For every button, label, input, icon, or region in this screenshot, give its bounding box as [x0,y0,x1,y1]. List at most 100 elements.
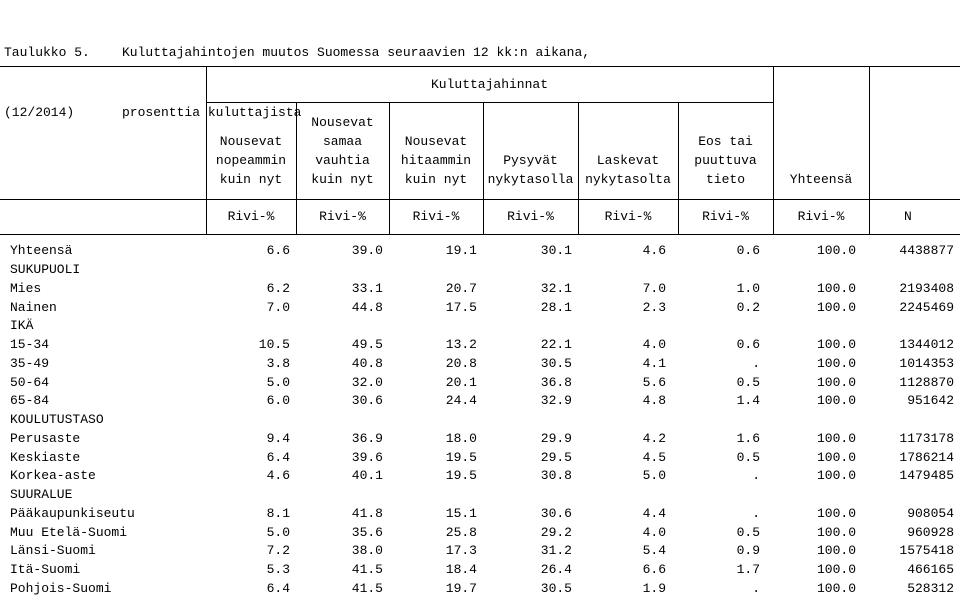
table-cell: 49.5 [351,337,383,353]
table-cell: 39.0 [351,243,383,259]
table-cell: 5.0 [642,468,666,484]
table-row: SUURALUE [0,486,960,505]
table-row: Keskiaste 6.4 39.6 19.5 29.5 4.5 0.5 100.0 17862… [0,448,960,467]
header-top-rule [0,66,960,67]
table-cell: 0.9 [736,543,760,559]
table-cell: 4438877 [899,243,954,259]
table-row: SUKUPUOLI [0,261,960,280]
unit-label: Rivi-% [507,209,554,224]
table-cell: 2.3 [642,299,666,315]
table-number: Taulukko 5. [4,45,90,60]
table-cell [389,261,483,280]
table-row: 50-64 5.0 32.0 20.1 36.8 5.6 0.5 100.0 1128870 [0,373,960,392]
table-cell: 6.2 [266,280,290,296]
table-cell: 6.4 [266,580,290,596]
table-cell: 100.0 [816,280,856,296]
table-cell [483,261,578,280]
table-cell [483,486,578,505]
table-cell [389,317,483,336]
table-cell [296,411,389,430]
table-cell: 4.2 [642,430,666,446]
table-cell [862,261,960,280]
table-cell: 31.2 [540,543,572,559]
data-table-body: Yhteensä 6.6 39.0 19.1 30.1 4.6 0.6 100.0 443887… [0,242,960,598]
table-row: Mies 6.2 33.1 20.7 32.1 7.0 1.0 100.0 2193408 [0,280,960,299]
table-cell: 10.5 [258,337,290,353]
table-cell: 1479485 [899,468,954,484]
table-cell: 1.6 [736,430,760,446]
table-cell [296,317,389,336]
table-cell: 100.0 [816,580,856,596]
table-cell: 4.0 [642,337,666,353]
table-cell: 40.1 [351,468,383,484]
table-cell: 908054 [907,505,954,521]
row-label: SUKUPUOLI [10,262,81,278]
table-cell: 17.3 [445,543,477,559]
table-cell: 1.0 [736,280,760,296]
table-cell: 4.8 [642,393,666,409]
table-cell: 44.8 [351,299,383,315]
table-cell [578,411,672,430]
table-cell: 18.0 [445,430,477,446]
table-cell: 1014353 [899,355,954,371]
table-cell: 30.8 [540,468,572,484]
table-row: Nainen 7.0 44.8 17.5 28.1 2.3 0.2 100.0 2245469 [0,298,960,317]
table-cell: 466165 [907,562,954,578]
table-cell: 36.8 [540,374,572,390]
table-cell: 25.8 [445,524,477,540]
table-cell: 30.1 [540,243,572,259]
table-cell: 4.0 [642,524,666,540]
table-title: Kuluttajahintojen muutos Suomessa seuraa… [122,45,591,60]
table-cell: 19.7 [445,580,477,596]
table-cell: 4.4 [642,505,666,521]
table-cell: 4.6 [266,468,290,484]
table-cell: 5.3 [266,562,290,578]
unit-label: Rivi-% [319,209,366,224]
table-date: (12/2014) [4,105,75,120]
table-cell [862,411,960,430]
row-label: Länsi-Suomi [10,543,96,559]
table-cell: 0.2 [736,299,760,315]
data-table: Yhteensä 6.6 39.0 19.1 30.1 4.6 0.6 100.0 443887… [0,242,960,598]
table-cell [672,411,766,430]
row-label: IKÄ [10,318,34,334]
row-label: Nainen [10,299,57,315]
table-cell: 100.0 [816,393,856,409]
table-cell: 15.1 [445,505,477,521]
row-label: Korkea-aste [10,468,96,484]
table-cell [766,486,862,505]
table-cell: 100.0 [816,543,856,559]
table-cell [206,486,296,505]
table-cell: 7.0 [266,299,290,315]
table-cell: 13.2 [445,337,477,353]
row-label: SUURALUE [10,487,73,503]
table-cell [578,317,672,336]
table-cell: 100.0 [816,524,856,540]
table-cell [578,261,672,280]
table-cell: 32.1 [540,280,572,296]
table-cell: 29.2 [540,524,572,540]
column-header: Nousevat nopeammin kuin nyt [215,134,287,187]
header-divider [483,102,484,234]
table-cell: . [752,505,760,521]
header-mid-rule [0,199,960,200]
table-cell [672,261,766,280]
group-header: Kuluttajahinnat [430,77,549,92]
table-row: 35-49 3.8 40.8 20.8 30.5 4.1. 100.0 1014353 [0,355,960,374]
unit-label: Rivi-% [702,209,749,224]
table-cell: 32.0 [351,374,383,390]
table-cell: 41.5 [351,580,383,596]
table-cell: 24.4 [445,393,477,409]
table-row: Länsi-Suomi 7.2 38.0 17.3 31.2 5.4 0.9 100.0 157… [0,542,960,561]
table-cell: 29.9 [540,430,572,446]
table-cell [296,486,389,505]
table-cell: 39.6 [351,449,383,465]
table-cell: 9.4 [266,430,290,446]
table-row: 15-34 10.5 49.5 13.2 22.1 4.0 0.6 100.0 1344012 [0,336,960,355]
row-label: 35-49 [10,355,50,371]
table-cell: 951642 [907,393,954,409]
table-cell: 33.1 [351,280,383,296]
table-cell: 7.2 [266,543,290,559]
table-cell: 4.5 [642,449,666,465]
table-cell: 20.8 [445,355,477,371]
